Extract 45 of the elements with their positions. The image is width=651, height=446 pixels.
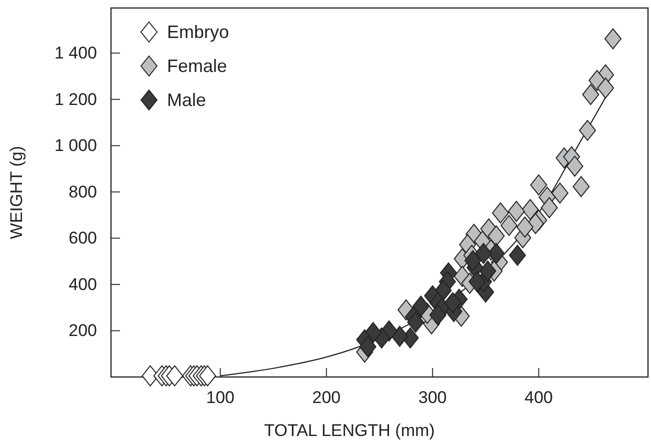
- y-tick-label: 1 000: [54, 136, 97, 156]
- point: [407, 312, 424, 333]
- point: [444, 292, 462, 314]
- point: [572, 176, 590, 198]
- legend-label: Embryo: [167, 22, 230, 42]
- point: [468, 271, 486, 292]
- point: [522, 199, 539, 220]
- point: [604, 28, 622, 50]
- point: [429, 304, 446, 326]
- point: [551, 182, 568, 204]
- point: [391, 326, 408, 347]
- point: [508, 244, 526, 266]
- point: [479, 260, 496, 282]
- y-tick-label: 600: [68, 228, 97, 248]
- point: [488, 225, 505, 246]
- point: [166, 365, 184, 386]
- point: [464, 250, 482, 272]
- x-axis-title: TOTAL LENGTH (mm): [264, 421, 435, 440]
- point: [359, 336, 376, 358]
- point: [566, 156, 584, 177]
- point: [579, 120, 596, 141]
- point: [597, 78, 614, 99]
- y-tick-label: 800: [68, 182, 97, 202]
- x-tick-label: 400: [524, 388, 553, 408]
- point: [199, 365, 216, 386]
- point: [540, 197, 558, 218]
- point: [488, 242, 505, 264]
- point: [582, 84, 600, 106]
- point: [508, 200, 525, 222]
- y-axis-title: WEIGHT (g): [7, 146, 26, 240]
- point: [492, 202, 509, 224]
- x-tick-label: 200: [312, 388, 341, 408]
- x-tick-label: 100: [206, 388, 234, 408]
- point: [516, 216, 534, 238]
- y-tick-label: 400: [68, 274, 97, 294]
- legend-label: Male: [167, 90, 206, 110]
- point: [530, 174, 548, 196]
- legend-label: Female: [167, 56, 228, 76]
- x-tick-label: 300: [418, 388, 447, 408]
- point: [475, 242, 492, 264]
- y-tick-label: 1 200: [54, 90, 97, 109]
- y-tick-label: 200: [68, 321, 97, 340]
- y-tick-label: 1 400: [54, 44, 97, 63]
- point: [500, 214, 518, 236]
- point: [412, 296, 430, 317]
